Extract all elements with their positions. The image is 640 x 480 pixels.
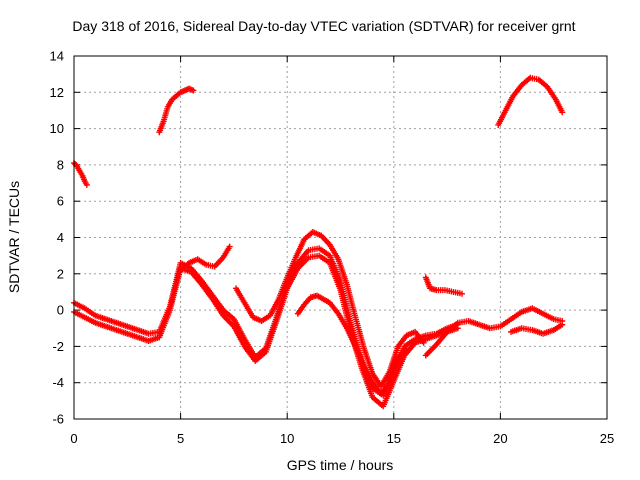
y-tick-label: 10 [50,121,64,136]
x-tick-label: 20 [493,431,507,446]
x-tick-label: 25 [600,431,614,446]
y-tick-label: 12 [50,85,64,100]
y-tick-label: -4 [52,375,64,390]
x-tick-label: 15 [387,431,401,446]
y-tick-label: 14 [50,49,64,64]
x-tick-label: 5 [177,431,184,446]
data-point [226,243,233,250]
y-tick-labels: -6 -4 -2 0 2 4 6 8 10 12 14 [50,49,64,427]
data-points [71,74,566,410]
y-tick-label: 6 [57,194,64,209]
x-tick-labels: 0 5 10 15 20 25 [70,431,614,446]
x-tick-label: 10 [280,431,294,446]
data-point [403,345,410,352]
y-axis-title: SDTVAR / TECUs [6,181,22,293]
x-tick-label: 0 [70,431,77,446]
data-point [559,109,566,116]
chart-title: Day 318 of 2016, Sidereal Day-to-day VTE… [72,18,575,34]
data-point [454,325,461,332]
data-point [559,321,566,328]
data-point [190,87,197,94]
x-axis-title: GPS time / hours [287,457,394,473]
data-point [420,339,427,346]
plot-frame [73,55,608,420]
y-tick-label: 2 [57,266,64,281]
data-point [83,181,90,188]
y-tick-label: 4 [57,230,64,245]
y-tick-label: 0 [57,303,64,318]
y-tick-label: 8 [57,157,64,172]
data-point [459,290,466,297]
y-tick-label: -2 [52,339,64,354]
y-tick-label: -6 [52,412,64,427]
